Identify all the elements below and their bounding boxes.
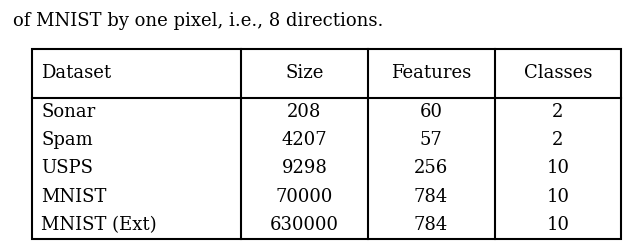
Text: Features: Features [391,64,471,82]
Text: 70000: 70000 [276,188,333,206]
Text: 208: 208 [287,103,321,121]
Text: 10: 10 [547,188,569,206]
Text: 2: 2 [552,131,564,149]
Text: Spam: Spam [41,131,93,149]
Text: 57: 57 [420,131,443,149]
Text: Dataset: Dataset [41,64,112,82]
Text: 9298: 9298 [281,159,327,177]
Text: 4207: 4207 [281,131,327,149]
Text: MNIST (Ext): MNIST (Ext) [41,216,157,234]
Text: 10: 10 [547,159,569,177]
Text: 630000: 630000 [270,216,339,234]
Text: 256: 256 [414,159,448,177]
Text: Sonar: Sonar [41,103,96,121]
Text: of MNIST by one pixel, i.e., 8 directions.: of MNIST by one pixel, i.e., 8 direction… [13,12,383,30]
Text: Size: Size [285,64,323,82]
Text: 10: 10 [547,216,569,234]
Text: Classes: Classes [524,64,592,82]
Text: USPS: USPS [41,159,93,177]
Text: MNIST: MNIST [41,188,107,206]
Text: 60: 60 [420,103,443,121]
Text: 2: 2 [552,103,564,121]
Text: 784: 784 [414,188,448,206]
Text: 784: 784 [414,216,448,234]
